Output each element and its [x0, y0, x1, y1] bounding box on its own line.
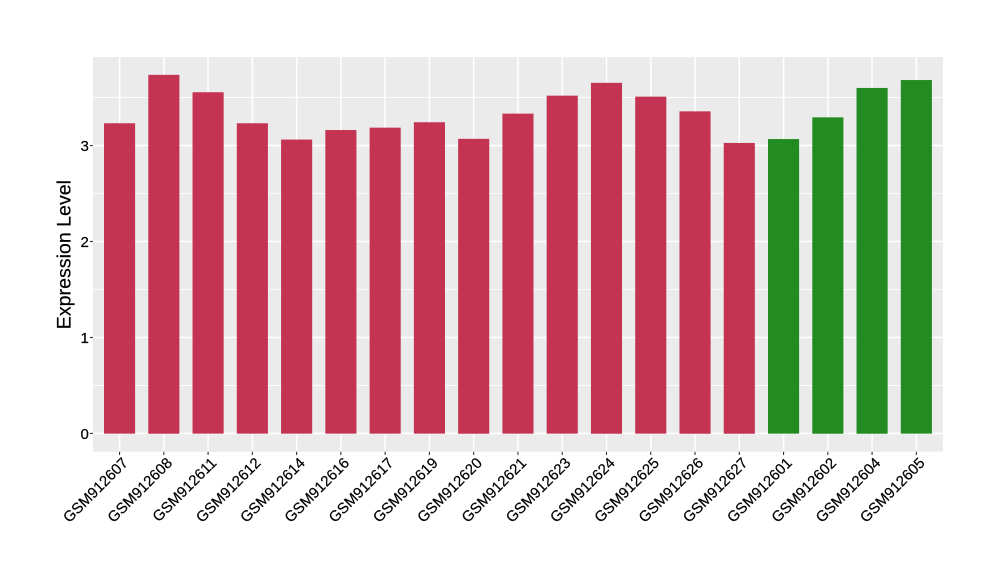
svg-text:Expression Level: Expression Level	[54, 180, 76, 329]
svg-text:3: 3	[80, 138, 88, 155]
svg-text:0: 0	[80, 426, 88, 443]
svg-text:2: 2	[80, 234, 88, 251]
svg-text:1: 1	[80, 330, 88, 347]
